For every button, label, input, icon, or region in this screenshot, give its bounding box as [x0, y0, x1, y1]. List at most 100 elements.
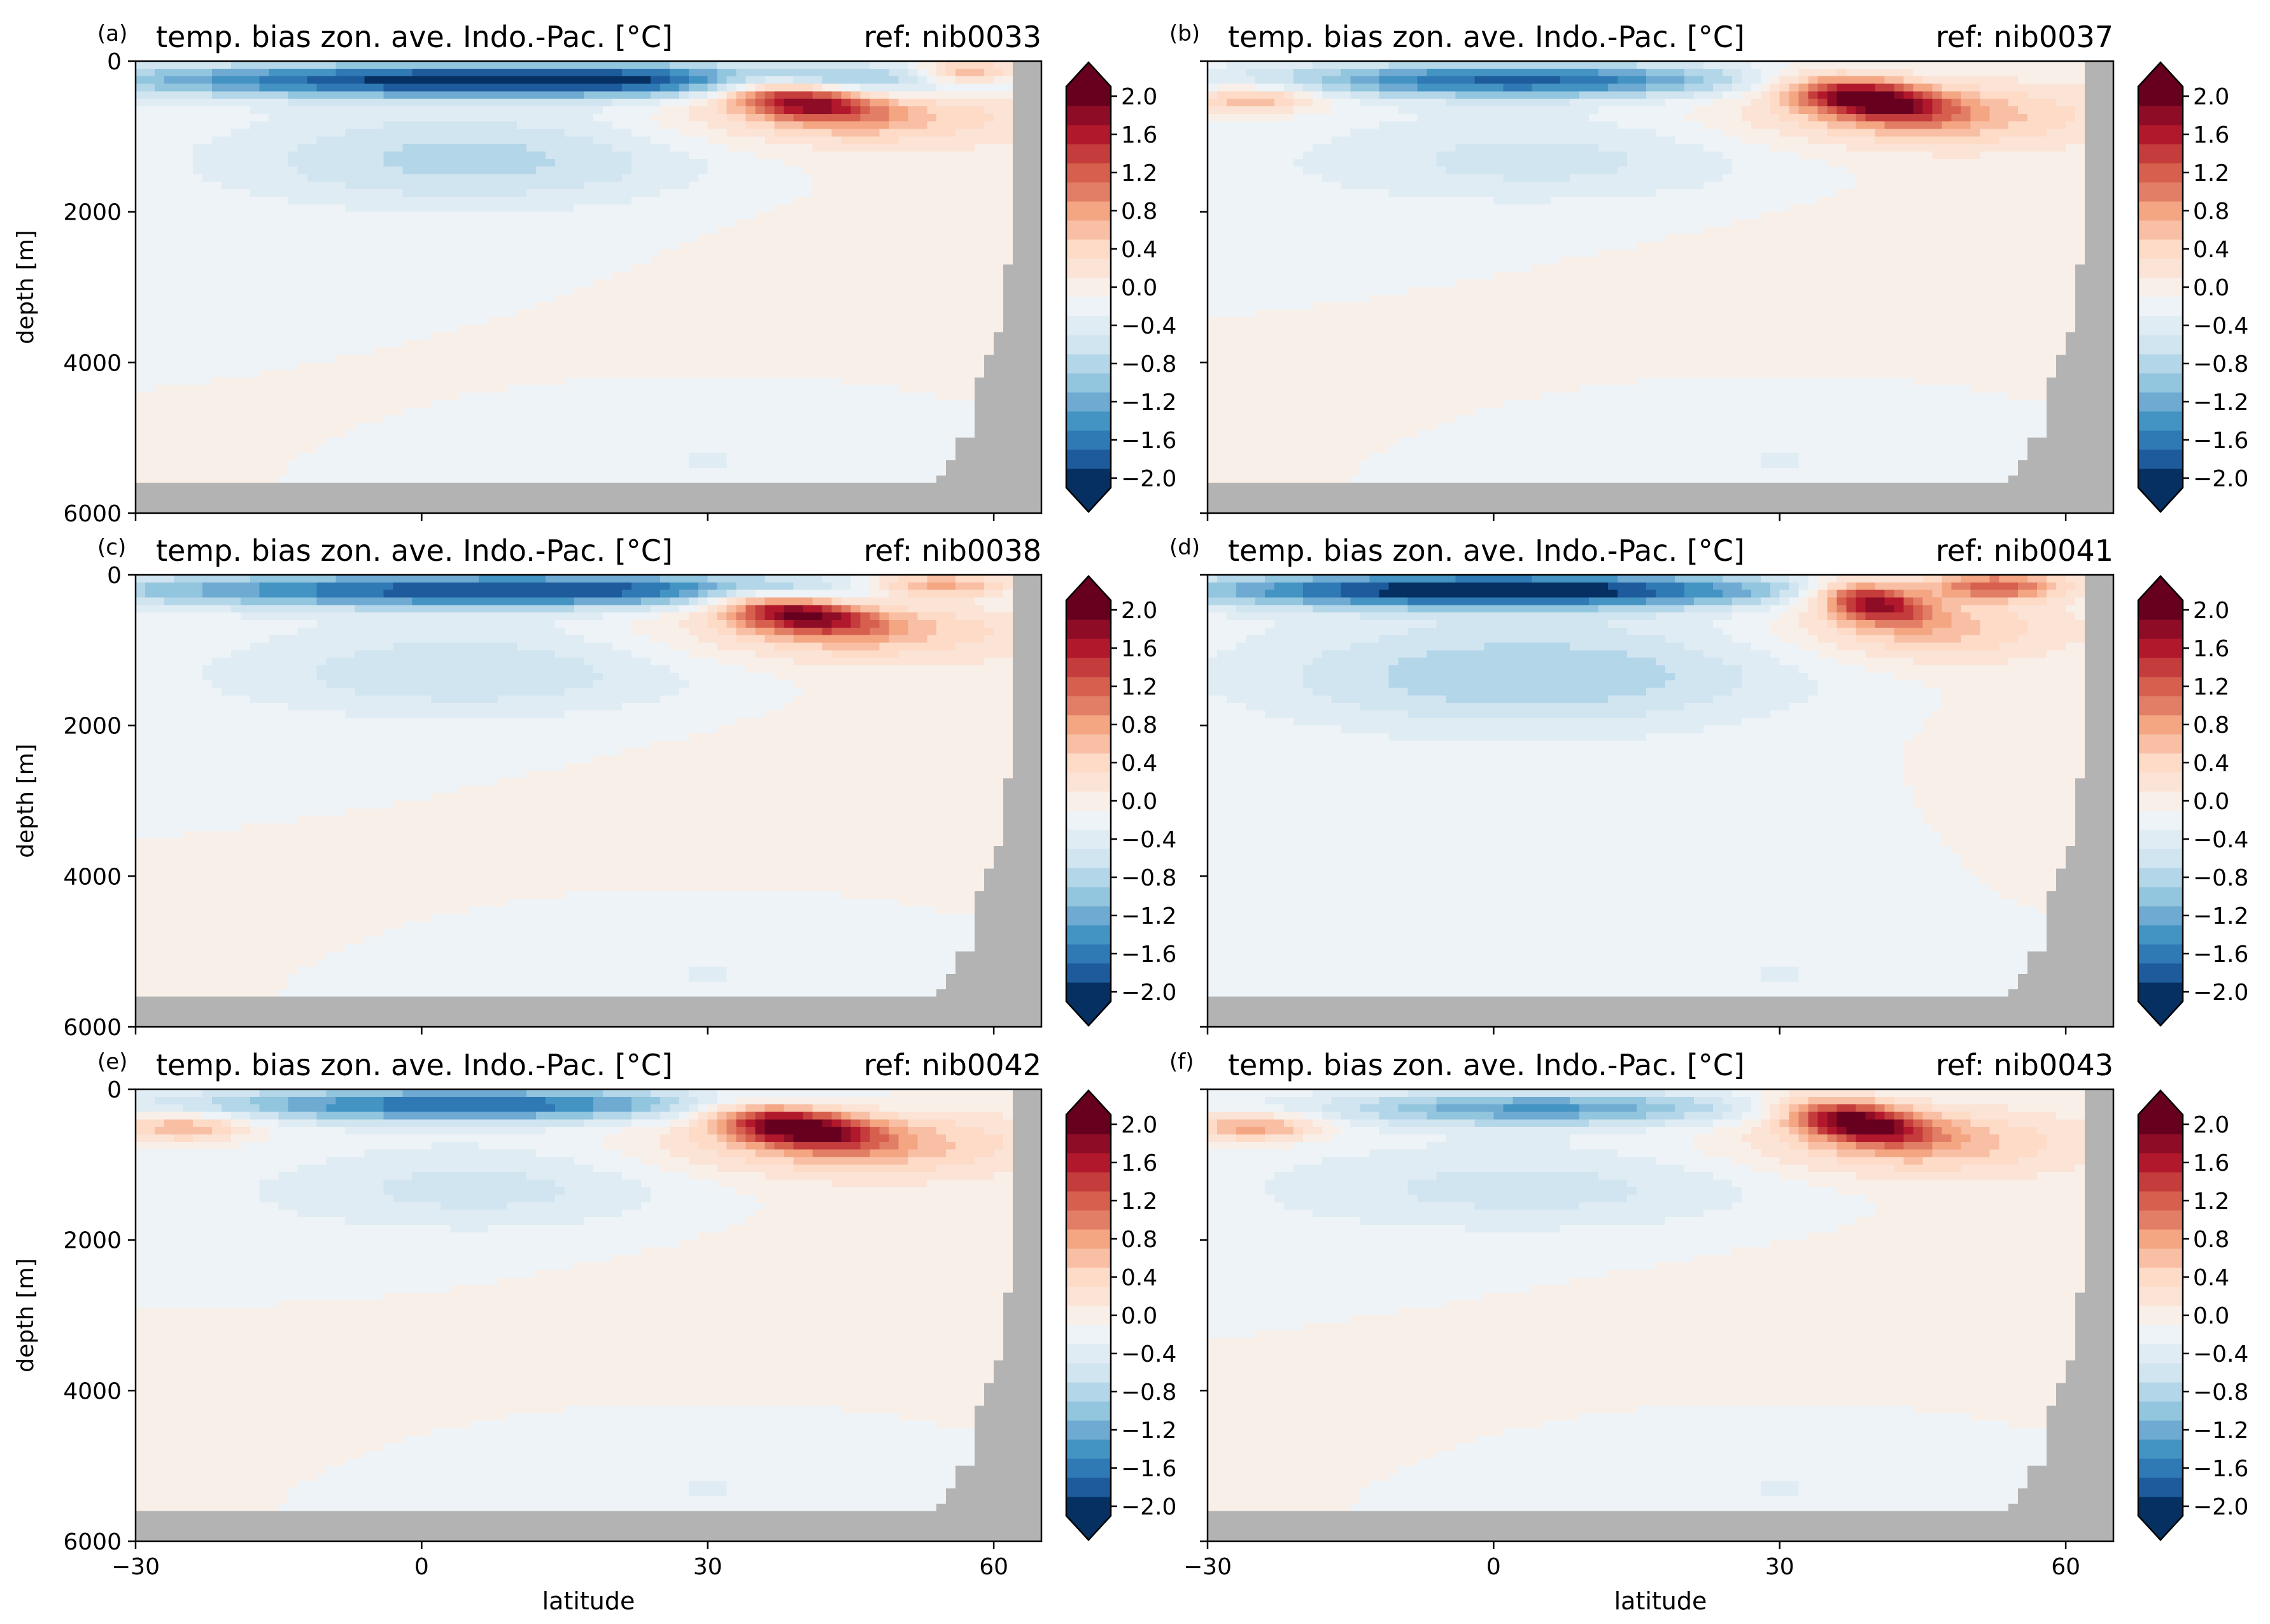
bias-cell [421, 279, 432, 288]
bias-cell [183, 460, 194, 469]
bias-cell [774, 144, 785, 152]
bias-cell [488, 166, 498, 175]
bias-cell [650, 159, 661, 167]
bias-cell [230, 378, 241, 386]
bias-cell [393, 129, 404, 137]
bias-cell [908, 121, 918, 130]
bias-cell [574, 325, 584, 333]
bias-cell [316, 152, 327, 160]
bias-cell [812, 242, 823, 250]
bias-cell [565, 347, 575, 356]
bias-cell [898, 460, 908, 469]
bias-cell [669, 317, 680, 325]
bias-cell [612, 113, 623, 122]
bias-cell [469, 99, 479, 107]
bias-cell [688, 242, 699, 250]
bias-cell [479, 347, 489, 356]
bias-cell [584, 136, 594, 145]
bias-cell [898, 279, 908, 288]
bias-cell [631, 294, 642, 303]
bias-cell [745, 234, 756, 243]
bias-cell [612, 189, 623, 197]
bias-cell [469, 152, 479, 160]
bias-cell [631, 106, 642, 115]
bias-cell [192, 91, 203, 99]
bias-cell [736, 437, 747, 446]
bias-cell [879, 257, 889, 265]
bias-cell [612, 83, 623, 92]
bias-cell [250, 61, 260, 69]
bias-cell [841, 347, 852, 356]
bias-cell [507, 294, 518, 303]
bias-cell [307, 392, 318, 401]
bias-cell [374, 234, 384, 243]
bias-cell [812, 61, 823, 69]
bias-cell [211, 249, 222, 258]
bias-cell [812, 219, 823, 227]
bias-cell [230, 211, 241, 220]
bias-cell [679, 136, 689, 145]
bias-cell [507, 430, 518, 439]
bias-cell [259, 159, 270, 167]
bias-cell [679, 302, 689, 311]
bias-cell [374, 400, 384, 408]
bias-cell [736, 430, 747, 439]
bias-cell [612, 219, 623, 227]
bias-cell [517, 159, 527, 167]
bias-cell [517, 211, 527, 220]
bias-cell [326, 249, 337, 258]
bias-cell [889, 227, 899, 235]
bias-cell [145, 106, 155, 115]
bias-cell [498, 407, 508, 416]
bias-cell [917, 370, 927, 378]
bias-cell [546, 468, 556, 476]
bias-cell [640, 423, 651, 431]
bias-cell [565, 197, 575, 205]
bias-cell [307, 174, 318, 182]
bias-cell [593, 91, 603, 99]
bias-cell [441, 106, 451, 115]
bias-cell [889, 106, 899, 115]
bias-cell [269, 257, 279, 265]
bias-cell [584, 339, 594, 348]
bias-cell [803, 453, 814, 461]
bias-cell [441, 91, 451, 99]
bias-cell [822, 475, 833, 484]
bias-cell [383, 355, 394, 363]
bias-cell [326, 339, 337, 348]
bias-cell [889, 219, 899, 227]
bias-cell [164, 445, 174, 453]
bias-cell [555, 309, 565, 318]
bias-cell [793, 362, 804, 371]
bias-cell [526, 211, 537, 220]
bias-cell [726, 453, 737, 461]
bias-cell [879, 460, 889, 469]
bias-cell [612, 317, 623, 325]
bias-cell [145, 113, 155, 122]
bias-cell [688, 257, 699, 265]
bias-cell [288, 227, 299, 235]
bias-cell [650, 189, 661, 197]
bias-cell [679, 211, 689, 220]
bias-cell [755, 197, 766, 205]
bias-cell [889, 189, 899, 197]
bias-cell [326, 332, 337, 341]
bias-cell [297, 121, 308, 130]
bias-cell [345, 249, 356, 258]
bias-cell [812, 392, 823, 401]
bias-cell [259, 197, 270, 205]
bias-cell [584, 302, 594, 311]
bias-cell [621, 294, 632, 303]
bias-cell [784, 106, 794, 115]
bias-cell [736, 61, 747, 69]
bias-cell [412, 430, 422, 439]
bias-cell [621, 189, 632, 197]
bias-cell [383, 61, 394, 69]
bias-cell [479, 68, 489, 77]
bias-cell [412, 227, 422, 235]
bias-cell [793, 287, 804, 295]
bias-cell [793, 181, 804, 190]
bias-cell [259, 211, 270, 220]
bias-cell [498, 317, 508, 325]
bias-cell [889, 159, 899, 167]
